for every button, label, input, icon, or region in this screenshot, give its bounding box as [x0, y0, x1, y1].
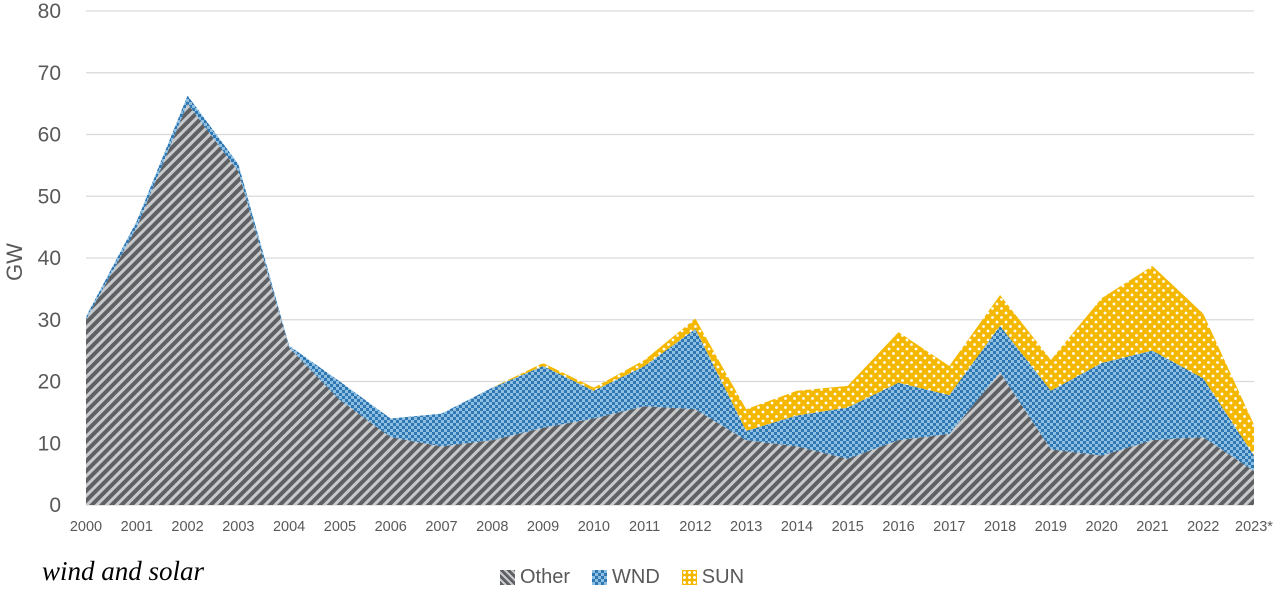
x-tick-label: 2005 [324, 519, 356, 535]
x-tick-label: 2014 [781, 519, 813, 535]
legend-label-other: Other [520, 566, 571, 588]
x-tick-label: 2001 [121, 519, 153, 535]
y-tick-label: 0 [49, 494, 61, 517]
x-tick-label: 2009 [527, 519, 559, 535]
y-axis-label: GW [2, 243, 27, 281]
x-tick-label: 2017 [933, 519, 965, 535]
y-tick-label: 50 [38, 185, 61, 208]
area-other [86, 103, 1254, 505]
x-tick-label: 2016 [882, 519, 914, 535]
x-tick-label: 2006 [375, 519, 407, 535]
x-axis-ticks: 2000 2001 2002 2003 2004 2005 2006 2007 2008 2009… [70, 519, 1273, 535]
area-sun [86, 95, 1254, 456]
x-tick-label: 2007 [425, 519, 457, 535]
y-tick-label: 60 [38, 124, 61, 147]
area-wnd [86, 95, 1254, 472]
x-tick-label: 2012 [679, 519, 711, 535]
legend-swatch-other [500, 570, 515, 585]
legend-label-sun: SUN [701, 566, 745, 588]
y-tick-label: 20 [38, 371, 61, 394]
legend-swatch-wnd [592, 570, 608, 585]
y-tick-label: 80 [38, 0, 61, 23]
x-tick-label: 2000 [70, 519, 102, 535]
x-tick-label: 2010 [578, 519, 610, 535]
caption: wind and solar [42, 556, 205, 586]
y-axis-ticks: 0 10 20 30 40 50 60 70 80 [38, 0, 61, 517]
legend-item-wnd: WND [592, 566, 660, 589]
legend-item-other: Other [500, 566, 570, 589]
x-tick-label: 2019 [1035, 519, 1067, 535]
x-tick-label: 2013 [730, 519, 762, 535]
x-tick-label: 2022 [1187, 519, 1219, 535]
legend: Other WND SUN [500, 566, 744, 589]
legend-swatch-sun [681, 570, 697, 585]
x-tick-label: 2011 [629, 519, 660, 535]
y-tick-label: 30 [38, 309, 61, 332]
x-tick-label: 2020 [1086, 519, 1118, 535]
x-tick-label: 2021 [1136, 519, 1168, 535]
legend-item-sun: SUN [681, 566, 745, 589]
x-tick-label: 2004 [273, 519, 305, 535]
x-tick-label: 2015 [832, 519, 864, 535]
y-tick-label: 40 [38, 247, 61, 270]
x-tick-label: 2008 [476, 519, 508, 535]
series-areas [86, 95, 1254, 505]
y-tick-label: 70 [38, 62, 61, 85]
x-tick-label: 2003 [222, 519, 254, 535]
y-tick-label: 10 [38, 432, 61, 455]
x-tick-label: 2002 [171, 519, 203, 535]
x-tick-label: 2023* [1235, 519, 1273, 535]
legend-label-wnd: WND [612, 566, 660, 588]
x-tick-label: 2018 [984, 519, 1016, 535]
